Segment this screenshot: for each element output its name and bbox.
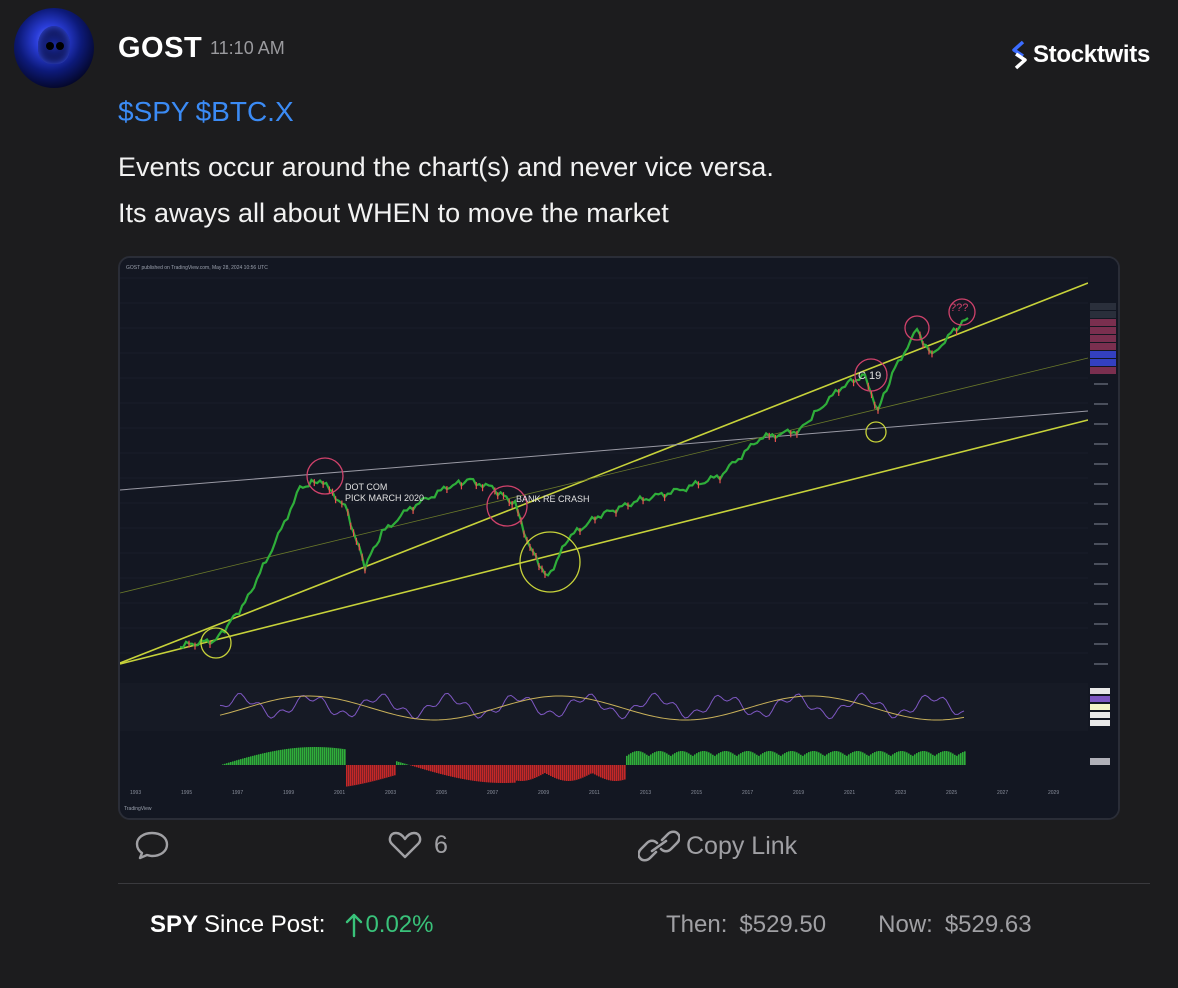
like-button[interactable]: 6: [388, 830, 448, 860]
brand-logo[interactable]: Stocktwits: [1011, 40, 1150, 70]
x-tick-label: 1995: [181, 790, 192, 796]
resistance-line: [120, 410, 1089, 491]
circle-2009-low: [519, 531, 581, 593]
x-tick-label: 2009: [538, 790, 549, 796]
rsi-panel: [120, 683, 1088, 731]
annotation-bank: BANK RE CRASH: [516, 494, 590, 504]
avatar[interactable]: [14, 8, 94, 88]
heart-icon: [388, 831, 422, 859]
x-tick-label: 2007: [487, 790, 498, 796]
price-down-candles: [188, 327, 958, 650]
tradingview-watermark: TradingView: [124, 806, 152, 812]
divider: [118, 883, 1150, 884]
stocktwits-logo-icon: [1012, 40, 1027, 70]
since-post-label: Since Post:: [204, 911, 326, 938]
chart-svg: GOST published on TradingView.com, May 2…: [120, 258, 1118, 818]
post-body: Events occur around the chart(s) and nev…: [118, 144, 774, 236]
avatar-eye-right: [56, 42, 64, 50]
circle-c19: [854, 358, 888, 392]
comment-bubble-icon: [135, 831, 169, 860]
username[interactable]: GOST: [118, 32, 203, 64]
annotation-c19: C 19: [858, 370, 881, 382]
x-tick-label: 1999: [283, 790, 294, 796]
circle-dotcom: [306, 457, 344, 495]
channel-mid-line: [120, 357, 1089, 594]
circle-1995: [200, 627, 232, 659]
now-value: $529.63: [944, 911, 1032, 938]
since-post-stat: SPY Since Post: 0.02%: [150, 911, 434, 939]
x-tick-label: 2029: [1048, 790, 1059, 796]
rsi-ma-line: [219, 695, 965, 721]
x-tick-label: 2015: [691, 790, 702, 796]
x-tick-label: 2005: [436, 790, 447, 796]
annotation-pick: PICK MARCH 2020: [345, 493, 424, 503]
price-compare: Then: $529.50 Now: $529.63: [666, 911, 1032, 939]
rsi-line: [219, 692, 965, 720]
arrow-up-icon: [346, 913, 363, 938]
annotation-question: ???: [950, 302, 968, 314]
post-actions: 6 Copy Link: [118, 830, 1150, 874]
y-axis-price-scale: [1088, 258, 1118, 818]
circle-2022-top: [904, 315, 930, 341]
like-count: 6: [434, 830, 448, 859]
copy-link-label: Copy Link: [686, 831, 798, 860]
link-icon: [638, 830, 680, 862]
macd-histogram: [222, 747, 966, 787]
x-tick-label: 2027: [997, 790, 1008, 796]
chart-grid: [120, 277, 1088, 654]
annotation-dotcom: DOT COM: [345, 482, 387, 492]
circle-now: [948, 298, 976, 326]
since-post-change: 0.02%: [345, 911, 434, 939]
brand-name: Stocktwits: [1032, 41, 1150, 68]
ticker-btc[interactable]: $BTC.X: [195, 96, 294, 127]
then-label: Then:: [666, 911, 728, 938]
chart-image[interactable]: GOST published on TradingView.com, May 2…: [118, 256, 1120, 820]
copy-link-button[interactable]: Copy Link: [638, 830, 797, 862]
since-post-symbol[interactable]: SPY: [150, 911, 199, 938]
since-post-change-value: 0.02%: [365, 911, 434, 938]
price-series: [179, 317, 969, 649]
x-tick-label: 2021: [844, 790, 855, 796]
circle-bank-crash: [486, 485, 528, 527]
x-tick-label: 2013: [640, 790, 651, 796]
x-tick-label: 2017: [742, 790, 753, 796]
skull-icon: [38, 26, 70, 64]
now-label: Now:: [878, 911, 933, 938]
chart-header: GOST published on TradingView.com, May 2…: [126, 265, 268, 271]
x-tick-label: 2025: [946, 790, 957, 796]
x-tick-label: 2011: [589, 790, 600, 796]
then-value: $529.50: [739, 911, 827, 938]
ticker-spy[interactable]: $SPY: [118, 96, 190, 127]
comment-button[interactable]: [134, 830, 170, 860]
channel-lower-line: [120, 419, 1089, 665]
post-line-1: Events occur around the chart(s) and nev…: [118, 152, 774, 182]
x-tick-label: 1993: [130, 790, 141, 796]
avatar-eye-left: [46, 42, 54, 50]
x-tick-label: 2003: [385, 790, 396, 796]
x-axis-years: 1993 1995 1997 1999 2001 2003 2005 2007 2009 2011…: [130, 790, 1059, 796]
circle-c19-low: [865, 421, 887, 443]
x-tick-label: 2023: [895, 790, 906, 796]
x-tick-label: 2019: [793, 790, 804, 796]
post-line-2: Its aways all about WHEN to move the mar…: [118, 198, 669, 228]
ticker-tags: $SPY $BTC.X: [118, 96, 300, 128]
timestamp: 11:10 AM: [210, 38, 285, 58]
x-tick-label: 1997: [232, 790, 243, 796]
x-tick-label: 2001: [334, 790, 345, 796]
